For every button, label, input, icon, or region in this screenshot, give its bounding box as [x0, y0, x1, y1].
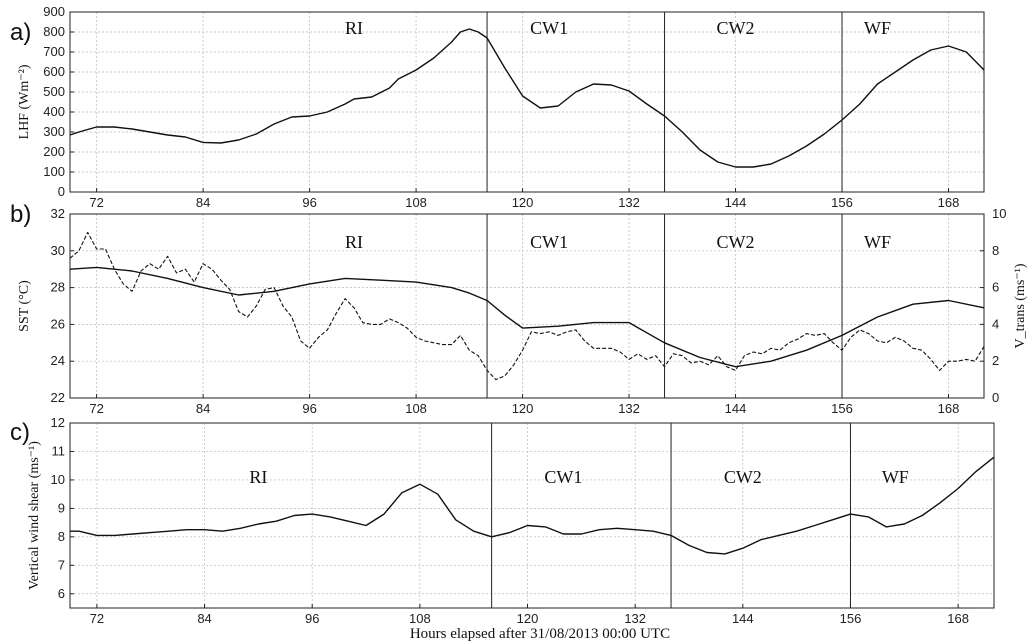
x-tick-label: 108 — [405, 195, 427, 210]
x-tick-label: 132 — [624, 611, 646, 626]
y-tick-label: 500 — [43, 84, 65, 99]
x-tick-label: 168 — [938, 401, 960, 416]
y-tick-label: 300 — [43, 124, 65, 139]
series-line-solid — [69, 28, 985, 168]
phase-label: RI — [249, 467, 267, 487]
phase-label: WF — [864, 232, 891, 252]
phase-label: WF — [882, 467, 909, 487]
x-tick-label: 84 — [196, 195, 210, 210]
x-tick-label: 132 — [618, 195, 640, 210]
panel-letter: c) — [10, 419, 30, 446]
x-axis-label: Hours elapsed after 31/08/2013 00:00 UTC — [410, 626, 670, 642]
x-tick-label: 108 — [409, 611, 431, 626]
y-tick-label: 700 — [43, 44, 65, 59]
phase-label: CW1 — [530, 232, 568, 252]
x-tick-label: 144 — [725, 401, 747, 416]
y2-tick-label: 8 — [992, 243, 999, 258]
y-tick-label: 600 — [43, 64, 65, 79]
x-tick-label: 156 — [831, 195, 853, 210]
y-tick-label: 200 — [43, 144, 65, 159]
panel-letter: b) — [10, 201, 31, 228]
y2-tick-label: 0 — [992, 390, 999, 405]
phase-label: RI — [345, 232, 363, 252]
y-tick-label: 22 — [51, 390, 65, 405]
y-axis-label: SST (°C) — [17, 280, 32, 332]
x-tick-label: 168 — [938, 195, 960, 210]
x-tick-label: 84 — [196, 401, 210, 416]
phase-label: CW2 — [724, 467, 762, 487]
phase-label: RI — [345, 18, 363, 38]
phase-label: CW1 — [530, 18, 568, 38]
x-tick-label: 72 — [90, 611, 104, 626]
phase-label: CW2 — [717, 18, 755, 38]
x-tick-label: 156 — [831, 401, 853, 416]
x-tick-label: 120 — [512, 401, 534, 416]
y-tick-label: 900 — [43, 4, 65, 19]
y-axis-label: Vertical wind shear (ms⁻¹) — [27, 441, 42, 590]
y2-tick-label: 2 — [992, 353, 999, 368]
panel-b: 72 84 96 108 120 132 144 156 1682224262830320246… — [10, 201, 1028, 416]
x-tick-label: 96 — [302, 195, 316, 210]
plot-frame — [69, 213, 985, 399]
series-line-dashed — [69, 231, 985, 381]
y-tick-label: 9 — [58, 500, 65, 515]
y-tick-label: 6 — [58, 586, 65, 601]
panel-letter: a) — [10, 19, 31, 46]
x-tick-label: 120 — [517, 611, 539, 626]
x-tick-label: 108 — [405, 401, 427, 416]
series-line-solid — [70, 456, 995, 555]
y-tick-label: 26 — [51, 316, 65, 331]
x-tick-label: 72 — [89, 195, 103, 210]
x-tick-label: 144 — [725, 195, 747, 210]
y-tick-label: 7 — [58, 557, 65, 572]
phase-label: CW1 — [544, 467, 582, 487]
y-tick-label: 0 — [58, 184, 65, 199]
phase-label: CW2 — [717, 232, 755, 252]
y2-tick-label: 6 — [992, 280, 999, 295]
plot-frame — [69, 11, 985, 193]
panel-c: 72 84 96 108 120 132 144 156 168 6 7 8 9 10 11 12 Vertic… — [10, 415, 995, 626]
y-tick-label: 400 — [43, 104, 65, 119]
y-tick-label: 100 — [43, 164, 65, 179]
y-tick-label: 800 — [43, 24, 65, 39]
series-line-solid — [69, 266, 985, 368]
y-tick-label: 28 — [51, 280, 65, 295]
y-tick-label: 11 — [52, 443, 66, 458]
x-tick-label: 144 — [732, 611, 754, 626]
y2-tick-label: 10 — [992, 206, 1006, 221]
y2-tick-label: 4 — [992, 316, 999, 331]
x-tick-label: 96 — [302, 401, 316, 416]
y-tick-label: 8 — [58, 529, 65, 544]
x-tick-label: 132 — [618, 401, 640, 416]
plot-frame — [69, 422, 995, 609]
x-tick-label: 96 — [305, 611, 319, 626]
x-tick-label: 84 — [197, 611, 211, 626]
y-tick-label: 32 — [51, 206, 65, 221]
x-tick-label: 156 — [840, 611, 862, 626]
y-axis-label: LHF (Wm⁻²) — [17, 64, 32, 139]
x-tick-label: 72 — [89, 401, 103, 416]
phase-label: WF — [864, 18, 891, 38]
y-tick-label: 12 — [51, 415, 65, 430]
x-tick-label: 120 — [512, 195, 534, 210]
x-tick-label: 168 — [947, 611, 969, 626]
y-tick-label: 10 — [51, 472, 65, 487]
panel-a: 72 84 96 108 120 132 144 156 168 0 100 200 300 400 500… — [10, 4, 985, 210]
y-tick-label: 30 — [51, 243, 65, 258]
y-tick-label: 24 — [51, 353, 65, 368]
y2-axis-label: V_trans (ms⁻¹) — [1013, 263, 1028, 348]
